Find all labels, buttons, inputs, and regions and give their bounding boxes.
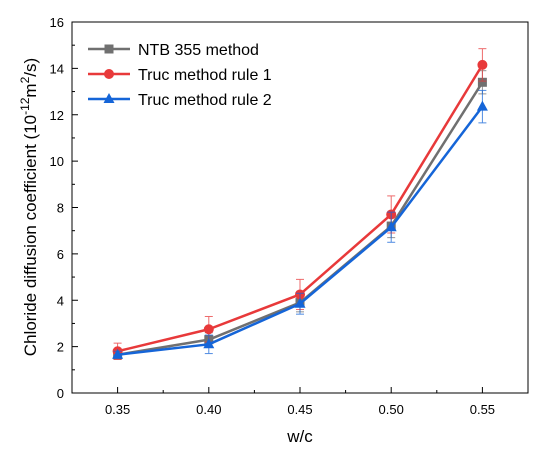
- legend-label: Truc method rule 2: [138, 92, 272, 109]
- y-tick-label: 8: [57, 201, 64, 216]
- y-tick-label: 16: [50, 15, 64, 30]
- legend-marker: [103, 93, 115, 103]
- y-tick-label: 2: [57, 340, 64, 355]
- y-tick-label: 12: [50, 108, 64, 123]
- legend-marker: [104, 44, 114, 54]
- data-point: [477, 77, 487, 87]
- data-point: [476, 100, 488, 111]
- data-point: [203, 338, 215, 349]
- y-axis-title-mid: m: [21, 83, 40, 97]
- x-tick-label: 0.55: [470, 402, 495, 417]
- series-3: [112, 89, 488, 359]
- x-tick-label: 0.35: [105, 402, 130, 417]
- legend-item: Truc method rule 2: [88, 92, 272, 109]
- data-point: [112, 348, 124, 359]
- x-tick-label: 0.40: [196, 402, 221, 417]
- legend-item: Truc method rule 1: [88, 67, 272, 84]
- y-axis-title-exp1: -12: [18, 97, 32, 115]
- y-tick-label: 0: [57, 386, 64, 401]
- legend-item: NTB 355 method: [88, 42, 259, 59]
- y-axis-title: Chloride diffusion coefficient (10-12m2/…: [18, 58, 40, 356]
- y-axis-title-end: /s): [21, 58, 40, 77]
- axis-ticks: 0.35 0.40 0.45 0.50 0.55 0 2 4 6 8 10 12 14 16: [50, 15, 496, 417]
- y-axis-title-exp2: 2: [18, 76, 32, 83]
- legend-label: NTB 355 method: [138, 42, 259, 59]
- y-tick-label: 10: [50, 154, 64, 169]
- plot-area: [71, 21, 529, 394]
- data-point: [385, 221, 397, 232]
- y-tick-label: 4: [57, 293, 64, 308]
- y-tick-label: 6: [57, 247, 64, 262]
- legend-marker: [104, 69, 114, 79]
- data-point: [203, 324, 214, 335]
- x-axis-title: w/c: [286, 427, 313, 446]
- data-point: [294, 297, 306, 308]
- series-layer: [112, 48, 488, 360]
- y-tick-label: 14: [50, 61, 64, 76]
- x-tick-label: 0.50: [379, 402, 404, 417]
- x-tick-label: 0.45: [287, 402, 312, 417]
- y-axis-title-main: Chloride diffusion coefficient (10: [21, 115, 40, 356]
- legend: NTB 355 method Truc method rule 1 Truc met…: [88, 42, 272, 109]
- data-point: [477, 59, 488, 70]
- legend-label: Truc method rule 1: [138, 67, 272, 84]
